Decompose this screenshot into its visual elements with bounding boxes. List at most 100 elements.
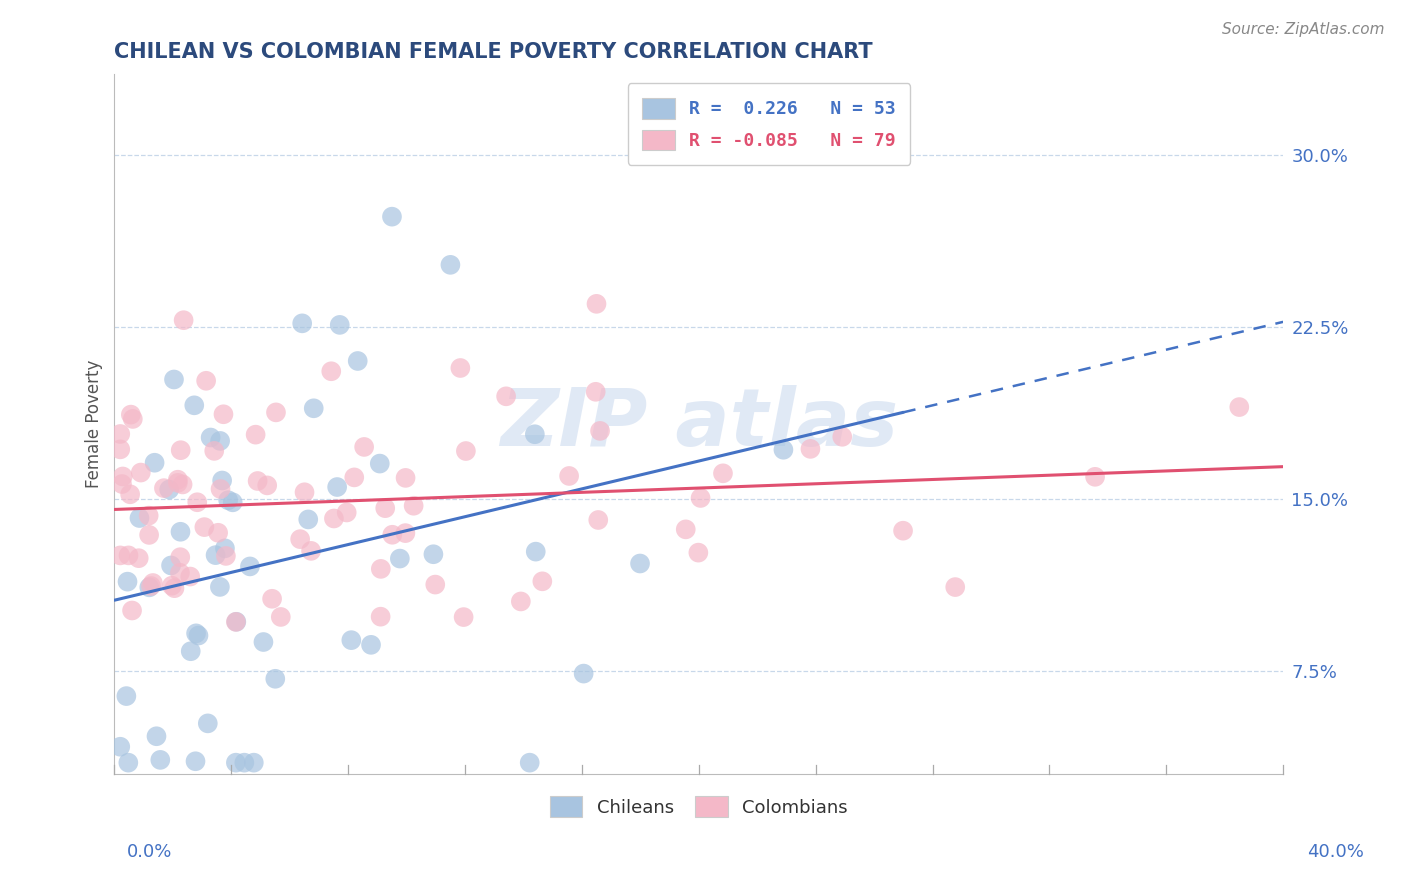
Point [215, 549, 238, 563]
Point [454, 444, 477, 458]
Point [689, 491, 711, 505]
Point [169, 550, 191, 565]
Point [149, 753, 172, 767]
Point [157, 483, 180, 497]
Point [138, 580, 160, 594]
Point [120, 408, 142, 422]
Point [585, 297, 607, 311]
Point [243, 756, 266, 770]
Point [302, 401, 325, 416]
Text: CHILEAN VS COLOMBIAN FEMALE POVERTY CORRELATION CHART: CHILEAN VS COLOMBIAN FEMALE POVERTY CORR… [114, 42, 873, 62]
Point [214, 541, 236, 556]
Point [111, 477, 134, 491]
Point [288, 532, 311, 546]
Point [323, 511, 346, 525]
Point [143, 456, 166, 470]
Point [343, 470, 366, 484]
Point [197, 716, 219, 731]
Point [524, 544, 547, 558]
Point [195, 374, 218, 388]
Point [222, 495, 245, 509]
Point [138, 508, 160, 523]
Point [209, 482, 232, 496]
Point [453, 610, 475, 624]
Point [264, 672, 287, 686]
Point [117, 574, 139, 589]
Point [184, 626, 207, 640]
Point [329, 318, 352, 332]
Point [586, 513, 609, 527]
Point [381, 210, 404, 224]
Point [225, 615, 247, 629]
Point [675, 522, 697, 536]
Point [186, 495, 208, 509]
Point [138, 528, 160, 542]
Point [153, 481, 176, 495]
Point [572, 666, 595, 681]
Point [270, 610, 292, 624]
Point [208, 580, 231, 594]
Point [246, 474, 269, 488]
Point [394, 471, 416, 485]
Point [388, 551, 411, 566]
Point [891, 524, 914, 538]
Point [169, 524, 191, 539]
Point [256, 478, 278, 492]
Point [449, 361, 471, 376]
Point [360, 638, 382, 652]
Point [166, 473, 188, 487]
Point [160, 558, 183, 573]
Point [120, 487, 142, 501]
Point [225, 615, 247, 629]
Point [294, 485, 316, 500]
Point [439, 258, 461, 272]
Point [110, 549, 132, 563]
Point [111, 469, 134, 483]
Point [173, 313, 195, 327]
Y-axis label: Female Poverty: Female Poverty [86, 360, 103, 489]
Point [531, 574, 554, 589]
Point [262, 591, 284, 606]
Point [252, 635, 274, 649]
Point [233, 756, 256, 770]
Point [110, 739, 132, 754]
Point [299, 544, 322, 558]
Point [166, 475, 188, 490]
Point [585, 384, 607, 399]
Point [509, 594, 531, 608]
Point [336, 506, 359, 520]
Point [160, 579, 183, 593]
Point [172, 477, 194, 491]
Point [179, 569, 201, 583]
Point [204, 548, 226, 562]
Point [117, 549, 139, 563]
Point [326, 480, 349, 494]
Point [180, 644, 202, 658]
Point [129, 466, 152, 480]
Point [163, 372, 186, 386]
Point [212, 407, 235, 421]
Point [558, 469, 581, 483]
Point [422, 547, 444, 561]
Point [239, 559, 262, 574]
Point [245, 427, 267, 442]
Point [425, 577, 447, 591]
Point [209, 434, 232, 448]
Point [1227, 400, 1250, 414]
Point [163, 581, 186, 595]
Point [495, 389, 517, 403]
Point [688, 546, 710, 560]
Point [169, 566, 191, 580]
Point [291, 316, 314, 330]
Point [128, 511, 150, 525]
Point [772, 442, 794, 457]
Point [211, 474, 233, 488]
Point [183, 398, 205, 412]
Point [374, 501, 396, 516]
Point [184, 754, 207, 768]
Point [321, 364, 343, 378]
Text: 0.0%: 0.0% [127, 843, 172, 861]
Point [200, 430, 222, 444]
Point [402, 499, 425, 513]
Point [110, 427, 132, 442]
